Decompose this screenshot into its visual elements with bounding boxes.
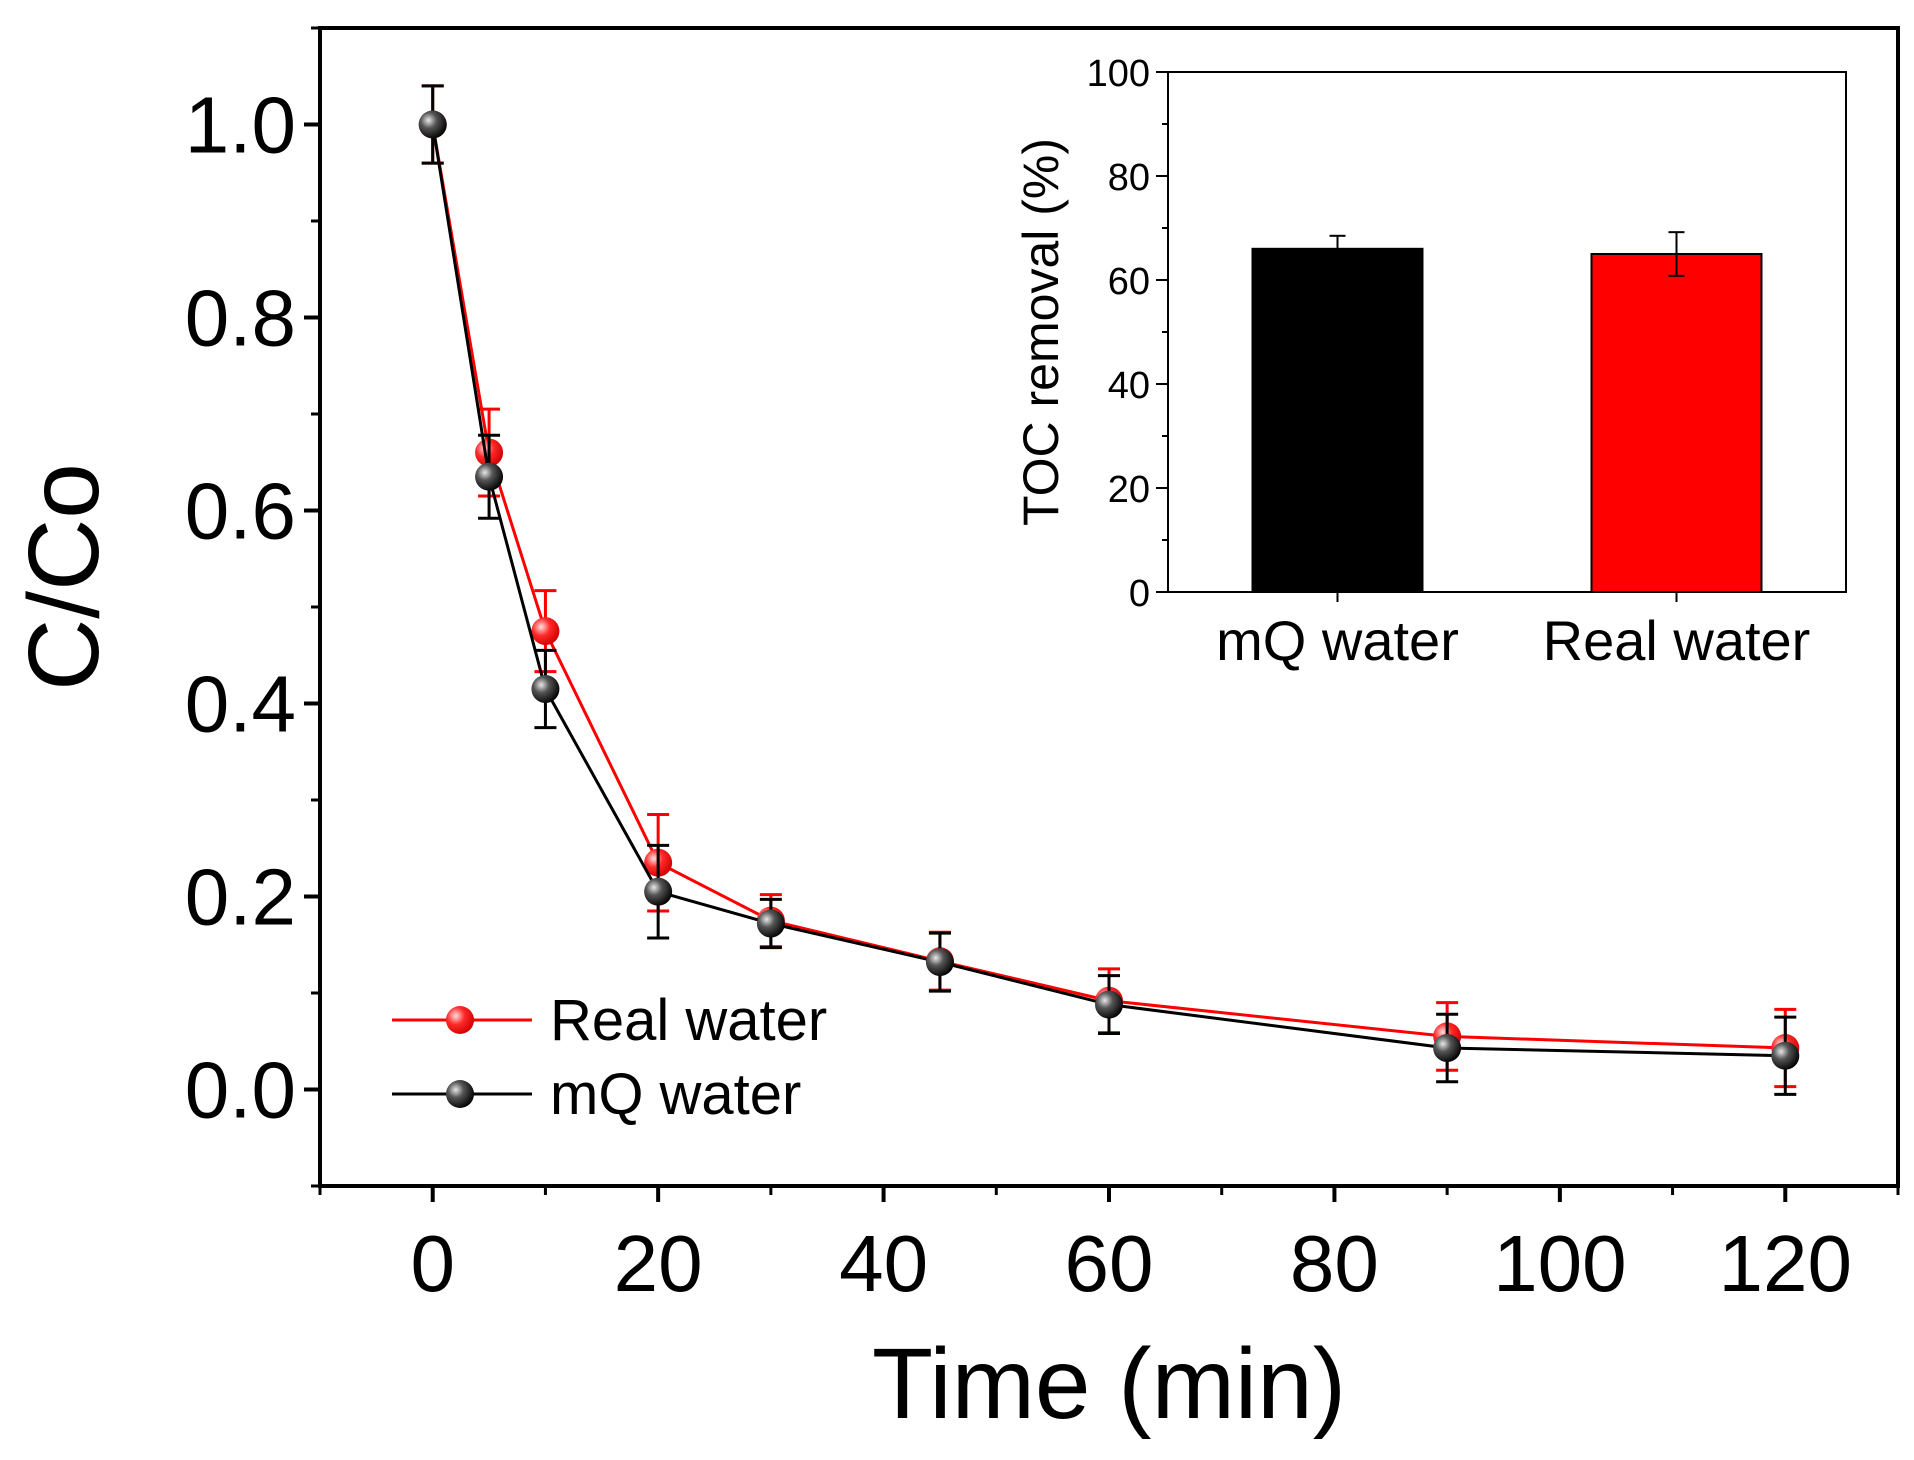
x-tick-label: 60: [1065, 1219, 1154, 1308]
inset-y-tick-label: 100: [1087, 53, 1150, 95]
inset-y-tick-label: 40: [1108, 365, 1150, 407]
y-tick-label: 1.0: [185, 81, 296, 170]
x-tick-label: 80: [1290, 1219, 1379, 1308]
x-tick-label: 100: [1493, 1219, 1626, 1308]
y-axis-title: C/Co: [8, 463, 120, 691]
mq-water-point: [925, 948, 954, 977]
x-tick-label: 120: [1719, 1219, 1852, 1308]
mq-water-point: [1433, 1034, 1462, 1063]
legend-mq-water-label: mQ water: [550, 1062, 801, 1127]
mq-water-point: [644, 877, 673, 906]
x-tick-label: 20: [614, 1219, 703, 1308]
x-tick-label: 40: [839, 1219, 928, 1308]
inset-category-label: mQ water: [1216, 609, 1459, 672]
y-tick-label: 0.4: [185, 660, 296, 749]
mq-water-point: [756, 909, 785, 938]
mq-water-point: [1771, 1041, 1800, 1070]
inset-y-tick-label: 0: [1129, 573, 1150, 615]
inset-y-axis-title: TOC removal (%): [1013, 138, 1069, 526]
inset-bar-real-water: [1590, 253, 1763, 593]
inset-bar-mq-water: [1251, 247, 1424, 594]
legend-real-water-label: Real water: [550, 988, 827, 1053]
x-tick-label: 0: [410, 1219, 455, 1308]
mq-water-point: [418, 110, 447, 139]
y-tick-label: 0.0: [185, 1046, 296, 1135]
y-tick-label: 0.2: [185, 853, 296, 942]
mq-water-point: [531, 675, 560, 704]
inset-y-tick-label: 80: [1108, 157, 1150, 199]
inset-plot: 0 20 40 60 80 100 TOC removal (%) mQ water Real …: [1013, 53, 1847, 672]
y-tick-label: 0.6: [185, 467, 296, 556]
inset-y-tick-label: 60: [1108, 261, 1150, 303]
mq-water-point: [475, 462, 504, 491]
x-axis-title: Time (min): [872, 1328, 1346, 1440]
real-water-point: [531, 617, 560, 646]
main-plot: 0 20 40 60 80 100 120 0.0 0.2 0.4 0.6 0.8 1.0 Time (m…: [8, 26, 1900, 1440]
legend-mq-water-marker: [446, 1080, 474, 1108]
mq-water-point: [1095, 990, 1123, 1019]
legend-real-water-marker: [446, 1006, 474, 1034]
y-tick-label: 0.8: [185, 274, 296, 363]
inset-category-label: Real water: [1543, 609, 1811, 672]
inset-y-tick-label: 20: [1108, 469, 1150, 511]
